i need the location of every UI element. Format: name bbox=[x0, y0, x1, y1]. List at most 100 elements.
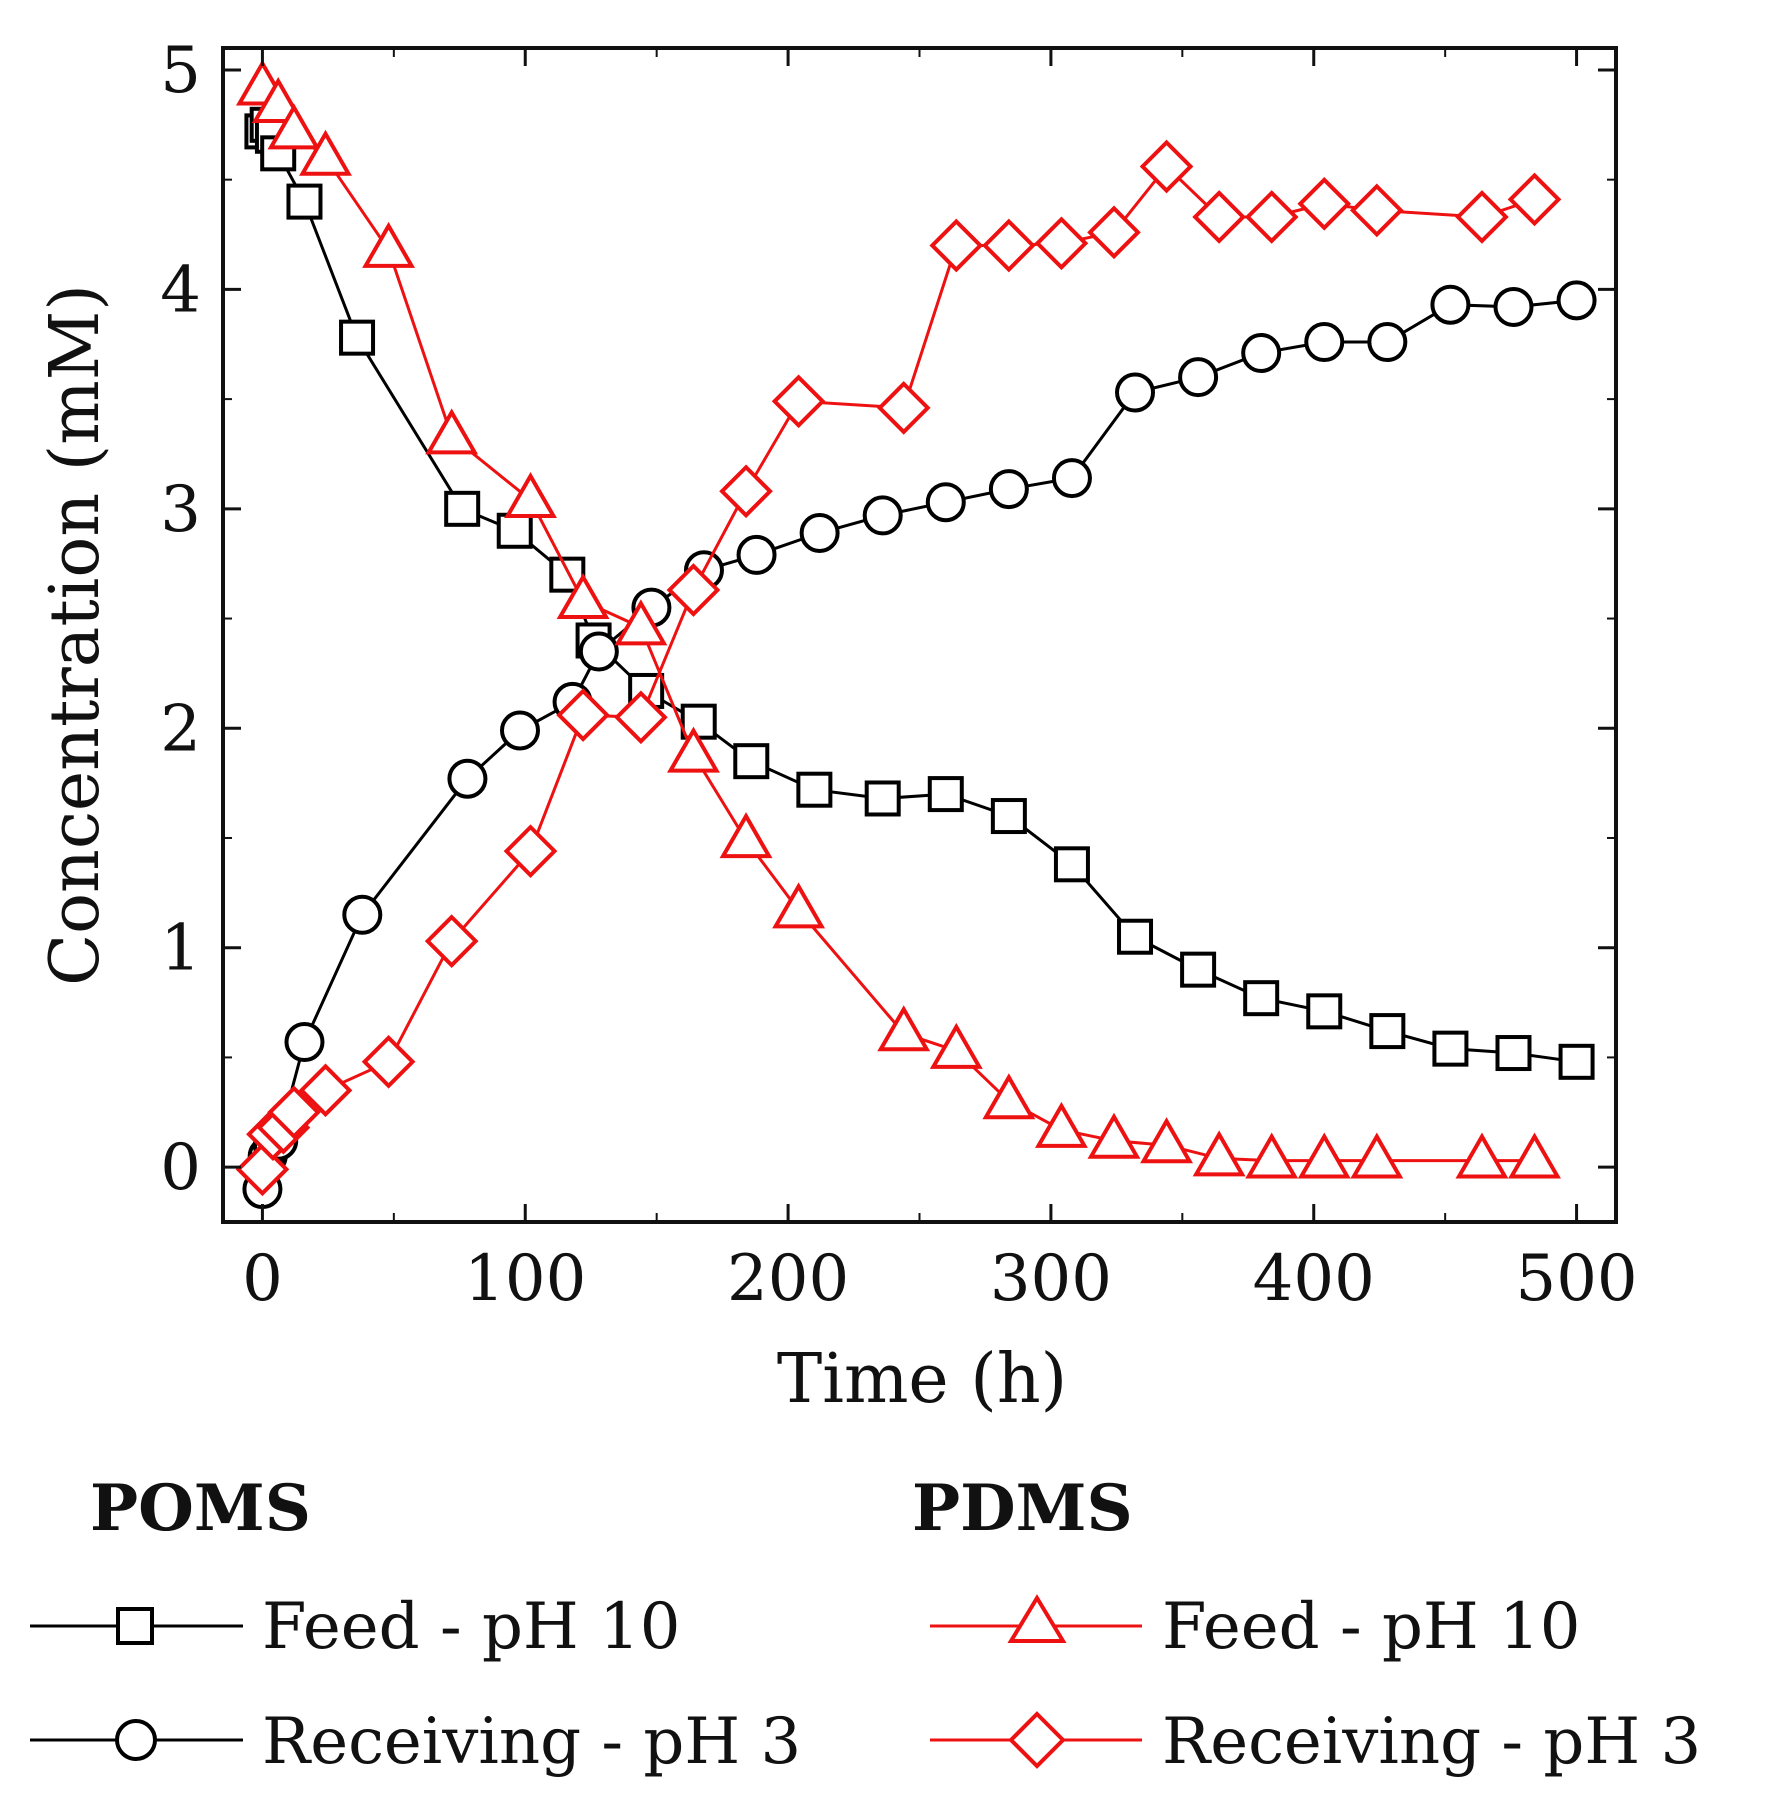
data-point-square bbox=[1432, 1030, 1469, 1067]
x-tick-label: 300 bbox=[990, 1242, 1112, 1316]
legend: POMS PDMS Feed - pH 10 Receiving - pH 3 … bbox=[30, 1471, 1701, 1779]
series-pdms-triangle bbox=[235, 59, 1561, 1179]
series-line-poms-square bbox=[261, 121, 1577, 1064]
data-point-square bbox=[444, 490, 481, 527]
data-point-diamond bbox=[1139, 139, 1194, 194]
data-point-circle bbox=[799, 512, 840, 553]
data-point-diamond bbox=[1297, 176, 1352, 231]
data-point-diamond bbox=[719, 464, 773, 519]
data-point-triangle bbox=[929, 1022, 983, 1069]
data-point-triangle bbox=[362, 221, 416, 268]
data-point-circle bbox=[1178, 357, 1219, 398]
data-point-triangle bbox=[1034, 1101, 1088, 1148]
x-axis-title: Time (h) bbox=[777, 1340, 1067, 1419]
data-point-square bbox=[680, 703, 717, 740]
y-tick-label: 0 bbox=[160, 1131, 201, 1205]
data-point-circle bbox=[736, 534, 777, 575]
data-point-diamond bbox=[1244, 190, 1299, 244]
data-point-circle bbox=[1051, 458, 1092, 499]
data-point-diamond bbox=[614, 690, 668, 745]
data-point-diamond bbox=[666, 563, 721, 617]
legend-title-poms: POMS bbox=[90, 1471, 311, 1546]
data-point-triangle bbox=[982, 1073, 1036, 1120]
x-tick-label: 400 bbox=[1253, 1242, 1375, 1316]
data-point-square bbox=[286, 183, 323, 220]
data-point-square bbox=[496, 512, 533, 549]
legend-triangle-marker bbox=[1007, 1594, 1067, 1643]
data-point-circle bbox=[499, 710, 540, 751]
data-point-square bbox=[1369, 1013, 1406, 1050]
y-tick-label: 1 bbox=[160, 912, 201, 986]
data-point-circle bbox=[578, 631, 619, 672]
data-point-square bbox=[1117, 918, 1154, 955]
y-axis-title: Concentration (mM) bbox=[36, 284, 115, 986]
data-point-diamond bbox=[298, 1063, 353, 1118]
data-point-triangle bbox=[504, 472, 557, 519]
data-point-triangle bbox=[1192, 1130, 1246, 1177]
data-point-triangle bbox=[1455, 1132, 1509, 1179]
x-tick-labels: 0 100 200 300 400 500 bbox=[242, 1242, 1638, 1316]
data-point-circle bbox=[1115, 372, 1156, 413]
x-tick-label: 200 bbox=[727, 1242, 849, 1316]
data-point-square bbox=[927, 776, 964, 813]
data-point-triangle bbox=[877, 1005, 931, 1052]
data-point-triangle bbox=[614, 599, 668, 646]
data-point-triangle bbox=[425, 408, 479, 455]
legend-label-pdms-receiving: Receiving - pH 3 bbox=[1162, 1705, 1701, 1779]
data-point-square bbox=[1243, 980, 1280, 1017]
data-point-triangle bbox=[1508, 1132, 1561, 1179]
data-point-circle bbox=[342, 894, 383, 935]
data-point-circle bbox=[1304, 322, 1345, 363]
y-tick-label: 4 bbox=[160, 253, 201, 327]
legend-entry-poms-receiving: Receiving - pH 3 bbox=[30, 1705, 801, 1779]
data-point-square bbox=[796, 771, 833, 808]
data-point-square bbox=[864, 780, 901, 817]
data-point-triangle bbox=[1245, 1132, 1299, 1179]
data-point-diamond bbox=[424, 914, 479, 968]
y-tick-labels: 0 1 2 3 4 5 bbox=[160, 34, 201, 1205]
data-point-triangle bbox=[1297, 1132, 1351, 1179]
data-point-diamond bbox=[361, 1034, 416, 1089]
data-point-triangle bbox=[1350, 1132, 1404, 1179]
data-point-diamond bbox=[1192, 190, 1246, 244]
legend-square-marker bbox=[116, 1607, 154, 1645]
data-point-diamond bbox=[267, 1085, 321, 1140]
y-tick-label: 5 bbox=[160, 34, 201, 108]
x-tick-label: 0 bbox=[242, 1242, 283, 1316]
data-point-diamond bbox=[556, 688, 610, 742]
data-point-square bbox=[990, 798, 1027, 835]
plot-marks bbox=[235, 59, 1597, 1210]
data-point-circle bbox=[447, 758, 488, 799]
data-point-circle bbox=[1493, 286, 1534, 327]
data-point-triangle bbox=[299, 129, 352, 176]
data-point-triangle bbox=[267, 103, 321, 150]
data-point-circle bbox=[1556, 280, 1597, 321]
data-point-circle bbox=[925, 482, 966, 523]
legend-label-pdms-feed: Feed - pH 10 bbox=[1162, 1590, 1581, 1664]
legend-label-poms-receiving: Receiving - pH 3 bbox=[262, 1705, 801, 1779]
legend-label-poms-feed: Feed - pH 10 bbox=[262, 1590, 681, 1664]
data-point-diamond bbox=[1349, 183, 1404, 238]
data-point-circle bbox=[862, 495, 903, 536]
x-tick-label: 100 bbox=[464, 1242, 586, 1316]
series-pdms-diamond bbox=[235, 139, 1562, 1197]
axis-ticks bbox=[223, 48, 1616, 1222]
data-point-triangle bbox=[772, 882, 826, 929]
data-point-circle bbox=[1367, 322, 1408, 363]
data-point-triangle bbox=[719, 812, 773, 859]
data-point-diamond bbox=[1034, 216, 1089, 271]
legend-entry-pdms-receiving: Receiving - pH 3 bbox=[930, 1705, 1701, 1779]
data-point-diamond bbox=[503, 824, 558, 878]
data-point-triangle bbox=[556, 572, 610, 619]
data-point-square bbox=[1306, 993, 1343, 1030]
data-point-diamond bbox=[1507, 172, 1562, 227]
series-line-pdms-triangle bbox=[261, 86, 1535, 1163]
data-point-triangle bbox=[1087, 1112, 1141, 1159]
y-tick-label: 3 bbox=[160, 473, 201, 547]
legend-diamond-marker bbox=[1008, 1711, 1066, 1769]
data-point-triangle bbox=[1140, 1117, 1194, 1164]
x-tick-label: 500 bbox=[1515, 1242, 1637, 1316]
data-point-circle bbox=[284, 1022, 325, 1063]
legend-circle-marker bbox=[115, 1719, 157, 1761]
data-point-diamond bbox=[982, 218, 1036, 273]
